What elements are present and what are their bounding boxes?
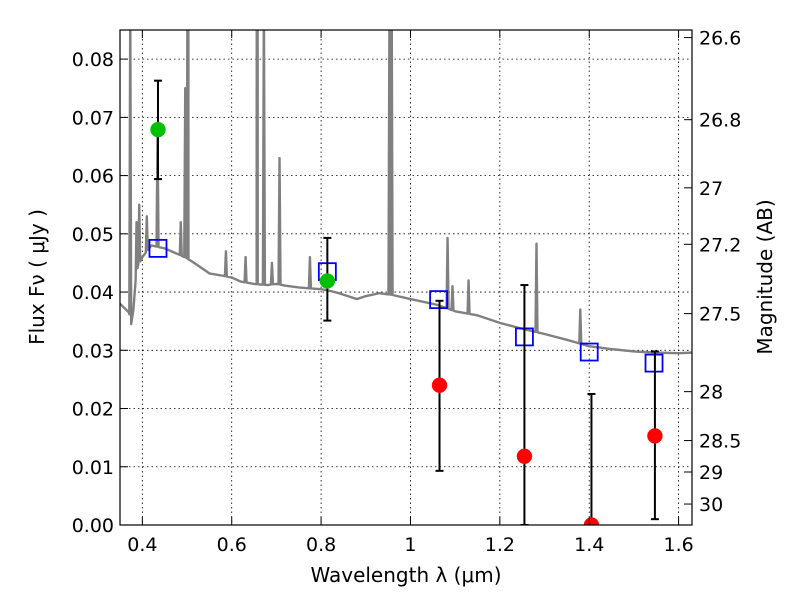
y-tick-label: 0.06 bbox=[72, 166, 114, 188]
x-tick-label: 0.8 bbox=[306, 534, 336, 556]
y-tick-label: 0.04 bbox=[72, 282, 114, 304]
x-axis-label: Wavelength λ (μm) bbox=[310, 563, 501, 587]
red-photometry-point bbox=[516, 448, 533, 465]
right-tick-label: 27.2 bbox=[699, 234, 741, 256]
x-tick-label: 1 bbox=[404, 534, 416, 556]
y-tick-label: 0.01 bbox=[72, 457, 114, 479]
x-tick-label: 0.6 bbox=[217, 534, 247, 556]
right-tick-label: 26.6 bbox=[699, 28, 741, 50]
red-photometry-point bbox=[583, 517, 600, 525]
right-tick-label: 29 bbox=[699, 462, 723, 484]
right-tick-label: 28 bbox=[699, 382, 723, 404]
y-tick-label: 0.02 bbox=[72, 399, 114, 421]
y-axis-label: Flux Fν ( μJy ) bbox=[25, 209, 49, 345]
right-tick-label: 27 bbox=[699, 178, 723, 200]
plot-area bbox=[120, 30, 692, 525]
grid bbox=[120, 30, 692, 526]
y-tick-label: 0.07 bbox=[72, 107, 114, 129]
right-tick-label: 28.5 bbox=[699, 431, 741, 453]
red-photometry-point bbox=[647, 428, 663, 444]
green-photometry-point bbox=[150, 121, 166, 138]
model-photometry-square bbox=[579, 342, 599, 362]
right-axis-label: Magnitude (AB) bbox=[753, 199, 777, 354]
axis-ticks: 0.4 0.6 0.8 1 1.2 1.4 1.6 0.00 0.01 0.02 0.03 0.04 0… bbox=[72, 28, 742, 556]
y-tick-label: 0.08 bbox=[72, 49, 114, 71]
y-tick-label: 0.05 bbox=[72, 224, 114, 246]
x-tick-label: 1.6 bbox=[663, 534, 693, 556]
red-photometry-point bbox=[431, 377, 448, 393]
y-tick-label: 0.00 bbox=[72, 515, 114, 537]
green-photometry-point bbox=[319, 273, 336, 289]
right-tick-label: 26.8 bbox=[699, 110, 741, 132]
x-tick-label: 1.2 bbox=[485, 534, 515, 556]
x-tick-label: 0.4 bbox=[127, 534, 157, 556]
right-tick-label: 30 bbox=[699, 494, 723, 516]
right-tick-label: 27.5 bbox=[699, 304, 741, 326]
y-tick-label: 0.03 bbox=[72, 340, 114, 362]
plot-frame bbox=[119, 29, 693, 526]
x-tick-label: 1.4 bbox=[574, 534, 604, 556]
model-spectrum-line bbox=[120, 30, 692, 355]
model-photometry-square bbox=[148, 238, 168, 258]
